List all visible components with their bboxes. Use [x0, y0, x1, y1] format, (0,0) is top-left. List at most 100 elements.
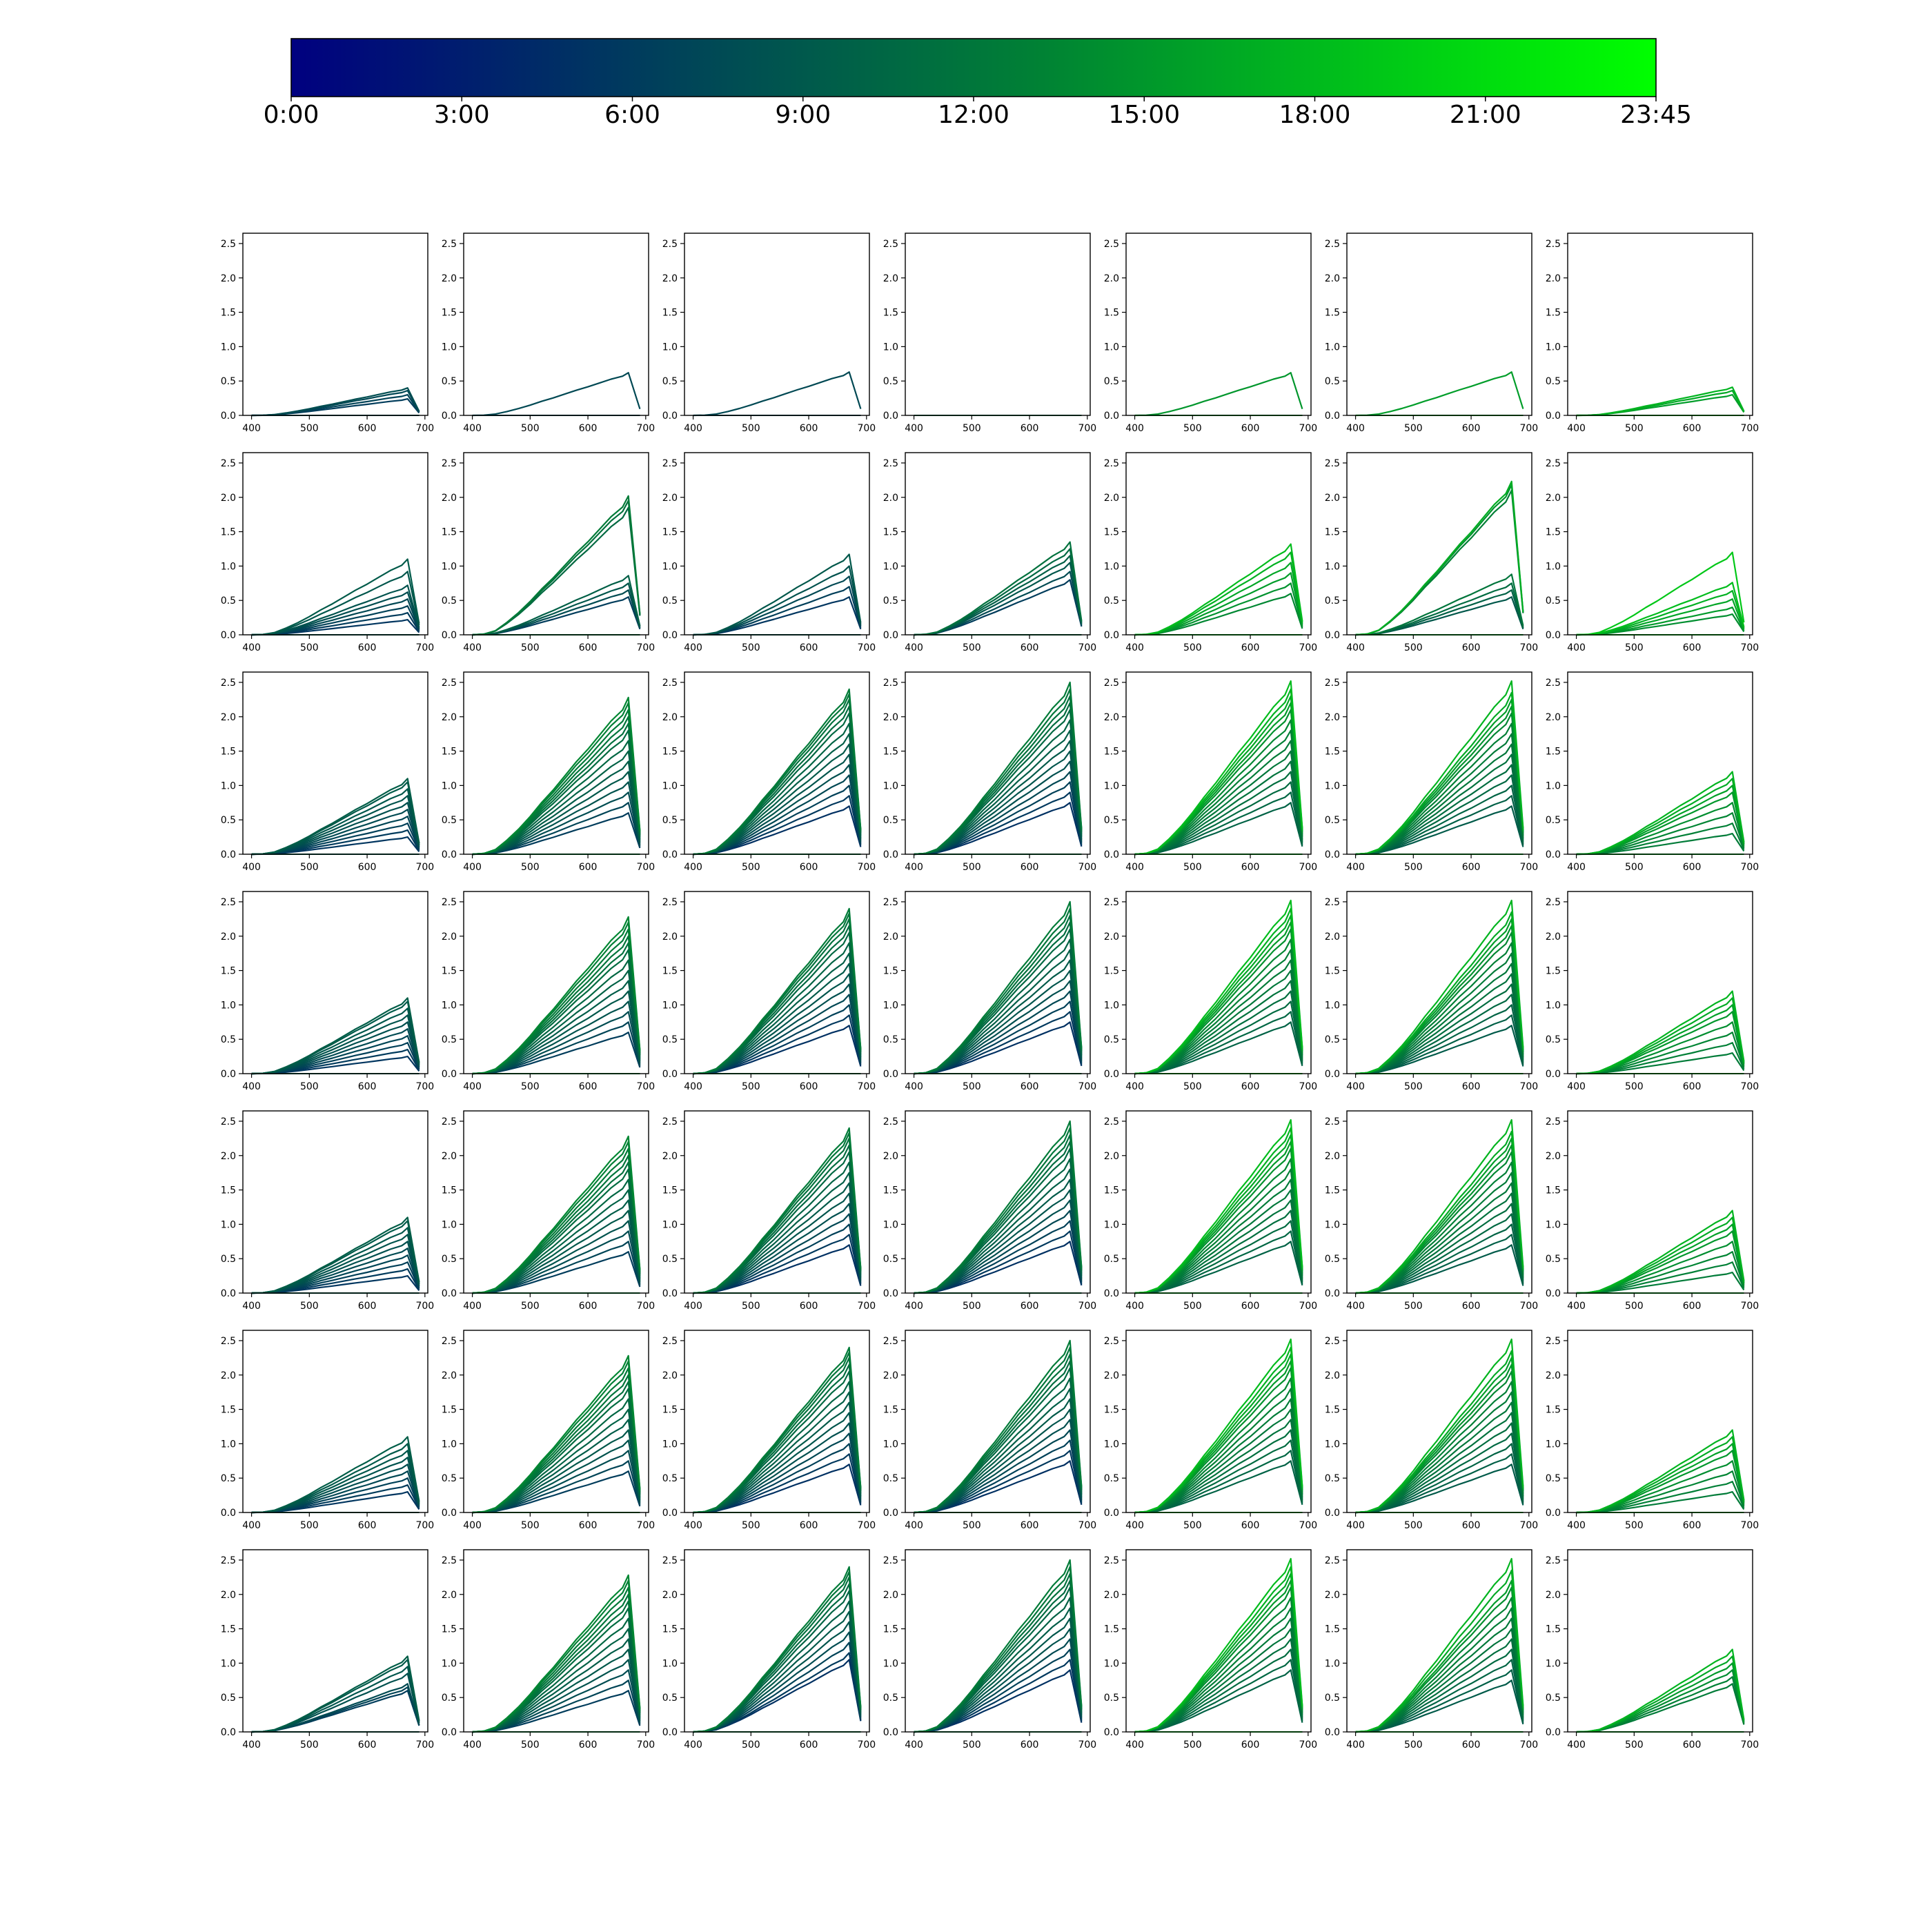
y-tick-label: 1.0	[662, 1000, 678, 1011]
panel-frame	[1346, 1110, 1532, 1294]
panel-r7-c3: 0.0 0.5 1.0 1.5 2.0 2.5 400 500 600 700	[662, 1549, 876, 1751]
y-tick-label: 2.0	[1104, 1370, 1119, 1381]
panel-r3-c2: 0.0 0.5 1.0 1.5 2.0 2.5 400 500 600 700	[442, 671, 655, 873]
y-tick-label: 1.0	[221, 342, 236, 353]
y-tick-label: 1.0	[442, 1000, 457, 1011]
panel-r1-c6: 0.0 0.5 1.0 1.5 2.0 2.5 400 500 600 700	[1325, 233, 1538, 434]
x-tick-label: 500	[1183, 862, 1202, 873]
y-tick-label: 2.0	[662, 493, 678, 504]
y-tick-label: 1.5	[1104, 747, 1119, 758]
panel-frame	[684, 1110, 870, 1294]
x-tick-label: 700	[1740, 1301, 1759, 1312]
x-tick-label: 600	[1683, 1301, 1702, 1312]
y-tick-label: 1.0	[1325, 561, 1340, 572]
x-tick-label: 500	[300, 862, 319, 873]
x-tick-label: 700	[1078, 642, 1096, 653]
y-tick-label: 0.0	[442, 411, 457, 422]
y-tick-label: 0.0	[221, 411, 236, 422]
y-tick-label: 0.5	[1325, 376, 1340, 387]
x-tick-label: 400	[1346, 1081, 1365, 1092]
y-tick-label: 0.5	[1546, 376, 1561, 387]
y-tick-label: 1.5	[662, 308, 678, 319]
y-tick-label: 1.0	[221, 1658, 236, 1669]
y-tick-label: 2.5	[883, 239, 898, 250]
x-tick-label: 500	[1625, 423, 1644, 434]
x-tick-label: 700	[1078, 1081, 1096, 1092]
panel-r7-c4: 0.0 0.5 1.0 1.5 2.0 2.5 400 500 600 700	[883, 1549, 1096, 1751]
y-tick-label: 1.5	[883, 1405, 898, 1416]
series-line	[693, 688, 862, 856]
x-tick-label: 600	[1683, 1520, 1702, 1531]
y-tick-label: 0.5	[221, 1473, 236, 1484]
x-tick-label: 500	[1625, 1739, 1644, 1751]
y-tick-label: 2.0	[1325, 1370, 1340, 1381]
y-tick-label: 0.0	[1325, 849, 1340, 860]
y-tick-label: 0.0	[662, 849, 678, 860]
panel-r7-c7: 0.0 0.5 1.0 1.5 2.0 2.5 400 500 600 700	[1546, 1549, 1759, 1751]
y-tick-label: 2.5	[442, 458, 457, 469]
y-tick-label: 2.5	[662, 1116, 678, 1127]
y-tick-label: 2.0	[1104, 931, 1119, 943]
y-tick-label: 1.0	[442, 342, 457, 353]
y-tick-label: 1.0	[1325, 1000, 1340, 1011]
x-tick-label: 500	[1183, 423, 1202, 434]
x-tick-label: 700	[1519, 1739, 1538, 1751]
panel-r5-c3: 0.0 0.5 1.0 1.5 2.0 2.5 400 500 600 700	[662, 1110, 876, 1312]
y-tick-label: 1.5	[1104, 308, 1119, 319]
y-tick-label: 0.0	[1546, 411, 1561, 422]
y-tick-label: 0.5	[1104, 595, 1119, 607]
x-tick-label: 500	[963, 1739, 981, 1751]
x-tick-label: 400	[684, 862, 702, 873]
x-tick-label: 500	[300, 642, 319, 653]
series-line	[1576, 551, 1745, 636]
x-tick-label: 400	[1567, 862, 1586, 873]
series-line	[914, 541, 1083, 636]
x-tick-label: 500	[1404, 1081, 1423, 1092]
y-tick-label: 1.5	[883, 308, 898, 319]
y-tick-label: 2.0	[883, 273, 898, 284]
panel-frame	[684, 671, 870, 855]
x-tick-label: 400	[463, 862, 482, 873]
y-tick-label: 0.5	[1546, 1473, 1561, 1484]
y-tick-label: 2.5	[1104, 1116, 1119, 1127]
x-tick-label: 500	[742, 423, 760, 434]
y-tick-label: 2.0	[1325, 1590, 1340, 1601]
x-tick-label: 700	[415, 423, 434, 434]
x-tick-label: 500	[742, 1739, 760, 1751]
x-tick-label: 700	[857, 1081, 876, 1092]
x-tick-label: 600	[358, 1520, 377, 1531]
y-tick-label: 1.0	[883, 1439, 898, 1450]
series-line	[1576, 1648, 1745, 1733]
y-tick-label: 1.5	[662, 966, 678, 977]
y-tick-label: 2.5	[883, 897, 898, 908]
x-tick-label: 700	[1078, 1301, 1096, 1312]
x-tick-label: 500	[521, 862, 540, 873]
x-tick-label: 700	[1740, 862, 1759, 873]
series-line	[1355, 899, 1524, 1075]
series-line	[472, 1354, 641, 1514]
x-tick-label: 600	[1241, 423, 1260, 434]
y-tick-label: 0.5	[221, 1693, 236, 1704]
x-tick-label: 400	[463, 1081, 482, 1092]
y-tick-label: 2.5	[442, 1336, 457, 1347]
y-tick-label: 0.5	[221, 815, 236, 826]
y-tick-label: 2.5	[662, 678, 678, 689]
y-tick-label: 1.0	[883, 780, 898, 791]
y-tick-label: 1.0	[1325, 780, 1340, 791]
x-tick-label: 600	[1462, 862, 1481, 873]
y-tick-label: 1.5	[883, 966, 898, 977]
colorbar: 0:00 3:00 6:00 9:00 12:00 15:00 18:00 21:00 23:4…	[264, 38, 1692, 129]
x-tick-label: 700	[1299, 423, 1317, 434]
x-tick-label: 600	[1683, 423, 1702, 434]
x-tick-label: 400	[905, 1520, 923, 1531]
y-tick-label: 1.5	[883, 747, 898, 758]
x-tick-label: 500	[742, 1081, 760, 1092]
series-line	[1134, 1338, 1303, 1514]
y-tick-label: 0.5	[1104, 1473, 1119, 1484]
panel-frame	[1346, 233, 1532, 416]
y-tick-label: 2.5	[221, 1555, 236, 1566]
x-tick-label: 400	[1125, 1301, 1144, 1312]
y-tick-label: 2.5	[221, 678, 236, 689]
y-tick-label: 2.5	[221, 1116, 236, 1127]
x-tick-label: 500	[521, 642, 540, 653]
